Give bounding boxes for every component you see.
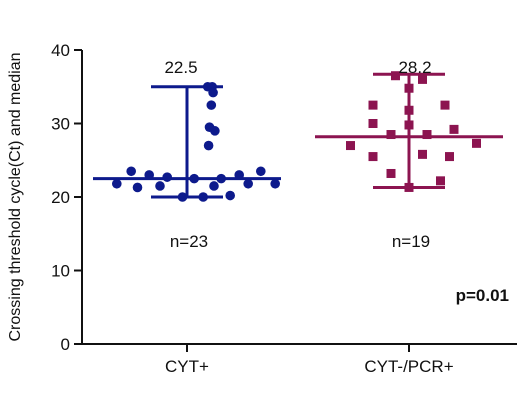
data-point <box>198 192 208 202</box>
data-point <box>255 166 266 177</box>
data-point <box>368 152 378 162</box>
n-label: n=23 <box>170 232 208 251</box>
data-point <box>270 178 281 189</box>
data-point <box>404 120 414 130</box>
x-tick-label: CYT+ <box>165 357 209 376</box>
data-point <box>155 181 165 191</box>
y-axis-label: Crossing threshold cycle(Ct) and median <box>7 52 24 341</box>
data-point <box>368 100 378 110</box>
data-point <box>206 100 217 110</box>
data-point <box>209 181 219 191</box>
chart-labels: 22.5 n=23 28.2 n=19 p=0.01 <box>164 58 509 305</box>
data-point <box>346 141 355 151</box>
data-point <box>126 166 136 177</box>
data-point <box>234 170 244 180</box>
data-point <box>203 140 214 151</box>
data-point <box>418 74 427 84</box>
axes: 0 10 20 30 40 CYT+ CYT-/PCR+ Crossing threshold… <box>7 41 517 376</box>
data-point <box>404 83 414 93</box>
data-marks <box>93 71 503 202</box>
data-point <box>386 130 396 140</box>
series-2 <box>315 71 503 192</box>
data-point <box>243 178 253 189</box>
data-point <box>225 190 235 201</box>
median-label: 28.2 <box>398 58 431 77</box>
data-point <box>391 71 400 81</box>
y-tick-label: 0 <box>61 335 70 354</box>
data-point <box>404 182 414 192</box>
data-point <box>208 87 218 98</box>
data-point <box>189 173 199 184</box>
data-point <box>112 178 122 189</box>
median-label: 22.5 <box>164 58 197 77</box>
y-tick-label: 30 <box>51 115 70 134</box>
data-point <box>132 182 143 193</box>
data-point <box>422 130 432 140</box>
data-point <box>472 138 481 148</box>
y-tick-label: 20 <box>51 188 70 207</box>
data-point <box>440 100 450 110</box>
data-point <box>177 192 188 202</box>
series-1 <box>93 81 281 202</box>
y-tick-label: 40 <box>51 41 70 60</box>
n-label: n=19 <box>392 232 430 251</box>
p-value-annotation: p=0.01 <box>456 286 509 305</box>
y-tick-label: 10 <box>51 262 70 281</box>
data-point <box>162 172 172 182</box>
data-point <box>386 168 396 178</box>
data-point <box>368 119 378 128</box>
data-point <box>216 173 226 184</box>
x-tick-label: CYT-/PCR+ <box>364 357 453 376</box>
data-point <box>404 105 414 115</box>
data-point <box>210 126 220 136</box>
data-point <box>418 149 427 159</box>
data-point <box>144 170 154 180</box>
data-point <box>436 176 445 186</box>
data-point <box>445 152 454 162</box>
data-point <box>449 124 459 134</box>
